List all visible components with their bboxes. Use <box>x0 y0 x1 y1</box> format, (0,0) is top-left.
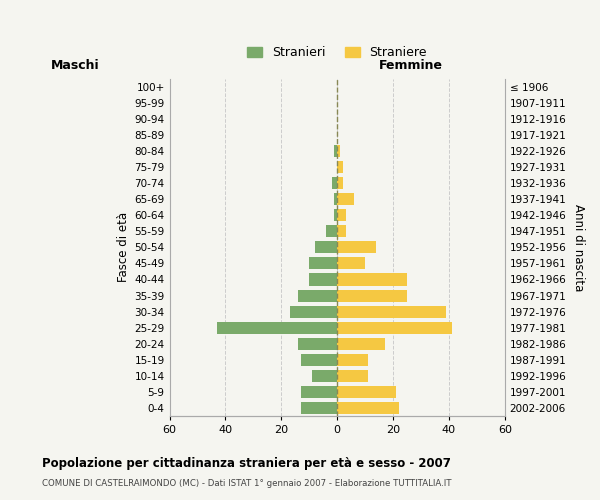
Bar <box>337 274 407 285</box>
Bar <box>337 306 446 318</box>
Bar <box>217 322 337 334</box>
Bar <box>309 258 337 270</box>
Bar <box>332 177 337 189</box>
Bar <box>334 210 337 222</box>
Bar <box>301 402 337 414</box>
Legend: Stranieri, Straniere: Stranieri, Straniere <box>242 41 432 64</box>
Text: Femmine: Femmine <box>379 59 443 72</box>
Bar <box>337 322 452 334</box>
Bar <box>312 370 337 382</box>
Bar <box>298 290 337 302</box>
Text: COMUNE DI CASTELRAIMONDO (MC) - Dati ISTAT 1° gennaio 2007 - Elaborazione TUTTIT: COMUNE DI CASTELRAIMONDO (MC) - Dati IST… <box>42 479 452 488</box>
Text: Maschi: Maschi <box>52 59 100 72</box>
Bar <box>290 306 337 318</box>
Bar <box>337 210 346 222</box>
Bar <box>301 354 337 366</box>
Bar <box>337 226 346 237</box>
Bar <box>337 290 407 302</box>
Bar <box>337 161 343 173</box>
Bar <box>337 193 354 205</box>
Bar <box>337 242 376 254</box>
Bar <box>337 258 365 270</box>
Bar <box>326 226 337 237</box>
Bar <box>334 145 337 157</box>
Bar <box>337 402 398 414</box>
Y-axis label: Fasce di età: Fasce di età <box>117 212 130 282</box>
Bar <box>334 193 337 205</box>
Bar <box>298 338 337 349</box>
Bar <box>309 274 337 285</box>
Bar <box>337 177 343 189</box>
Bar <box>315 242 337 254</box>
Text: Popolazione per cittadinanza straniera per età e sesso - 2007: Popolazione per cittadinanza straniera p… <box>42 458 451 470</box>
Bar <box>337 386 396 398</box>
Bar <box>337 354 368 366</box>
Bar <box>337 145 340 157</box>
Bar <box>301 386 337 398</box>
Y-axis label: Anni di nascita: Anni di nascita <box>572 204 585 291</box>
Bar <box>337 370 368 382</box>
Bar <box>337 338 385 349</box>
